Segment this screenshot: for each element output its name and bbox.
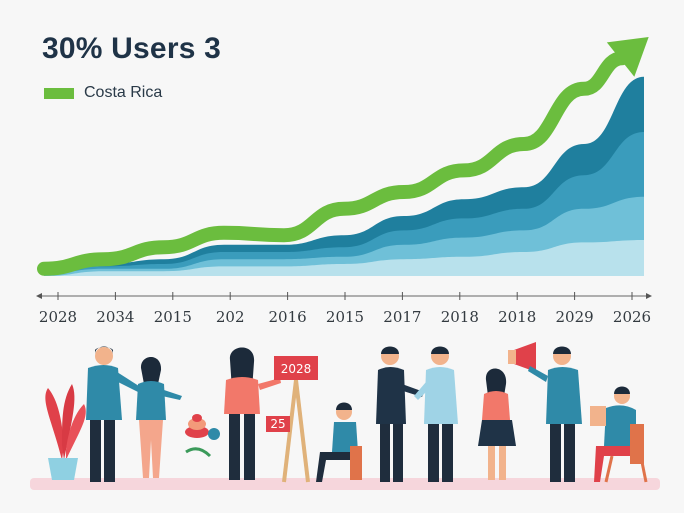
person-man-teal-right bbox=[528, 346, 582, 482]
legend-label: Costa Rica bbox=[84, 84, 163, 101]
easel-sign: 2028 25 bbox=[266, 356, 318, 483]
floor-strip bbox=[30, 478, 660, 490]
sign-2028: 2028 bbox=[281, 362, 312, 376]
x-tick-label-6: 2015 bbox=[326, 308, 364, 326]
area-series-4 bbox=[44, 240, 644, 276]
chart-legend: Costa Rica bbox=[44, 84, 162, 102]
x-tick-label-10: 2029 bbox=[556, 308, 594, 326]
x-tick-label-5: 2016 bbox=[269, 308, 307, 326]
x-tick-label-11: 2026 bbox=[613, 308, 651, 326]
megaphone-icon bbox=[508, 342, 536, 372]
x-tick-label-8: 2018 bbox=[441, 308, 479, 326]
chart-title: 30% Users 3 bbox=[42, 32, 221, 65]
plant-left-icon bbox=[45, 384, 86, 480]
person-woman-coral bbox=[224, 347, 281, 480]
person-seated bbox=[316, 402, 362, 482]
cake-decoration-icon bbox=[185, 414, 220, 458]
x-tick-label-4: 202 bbox=[216, 308, 245, 326]
person-man-lightblue bbox=[414, 346, 458, 482]
person-woman-pink bbox=[136, 357, 182, 478]
person-woman-skirt bbox=[478, 368, 516, 480]
series-line-costa-rica bbox=[37, 51, 630, 276]
legend-swatch bbox=[44, 87, 74, 99]
x-tick-label-1: 2028 bbox=[39, 308, 77, 326]
x-tick-label-2: 2034 bbox=[96, 308, 134, 326]
sign-25: 25 bbox=[270, 417, 285, 431]
x-tick-label-3: 2015 bbox=[154, 308, 192, 326]
x-tick-label-9: 2018 bbox=[498, 308, 536, 326]
x-tick-label-7: 2017 bbox=[383, 308, 421, 326]
person-man-suit bbox=[376, 346, 424, 482]
series-arrowhead-icon bbox=[606, 37, 649, 77]
x-axis-left-arrow-icon bbox=[36, 293, 42, 299]
person-seated-right bbox=[590, 386, 648, 483]
x-axis-right-arrow-icon bbox=[646, 293, 652, 299]
person-man-teal bbox=[86, 346, 142, 482]
